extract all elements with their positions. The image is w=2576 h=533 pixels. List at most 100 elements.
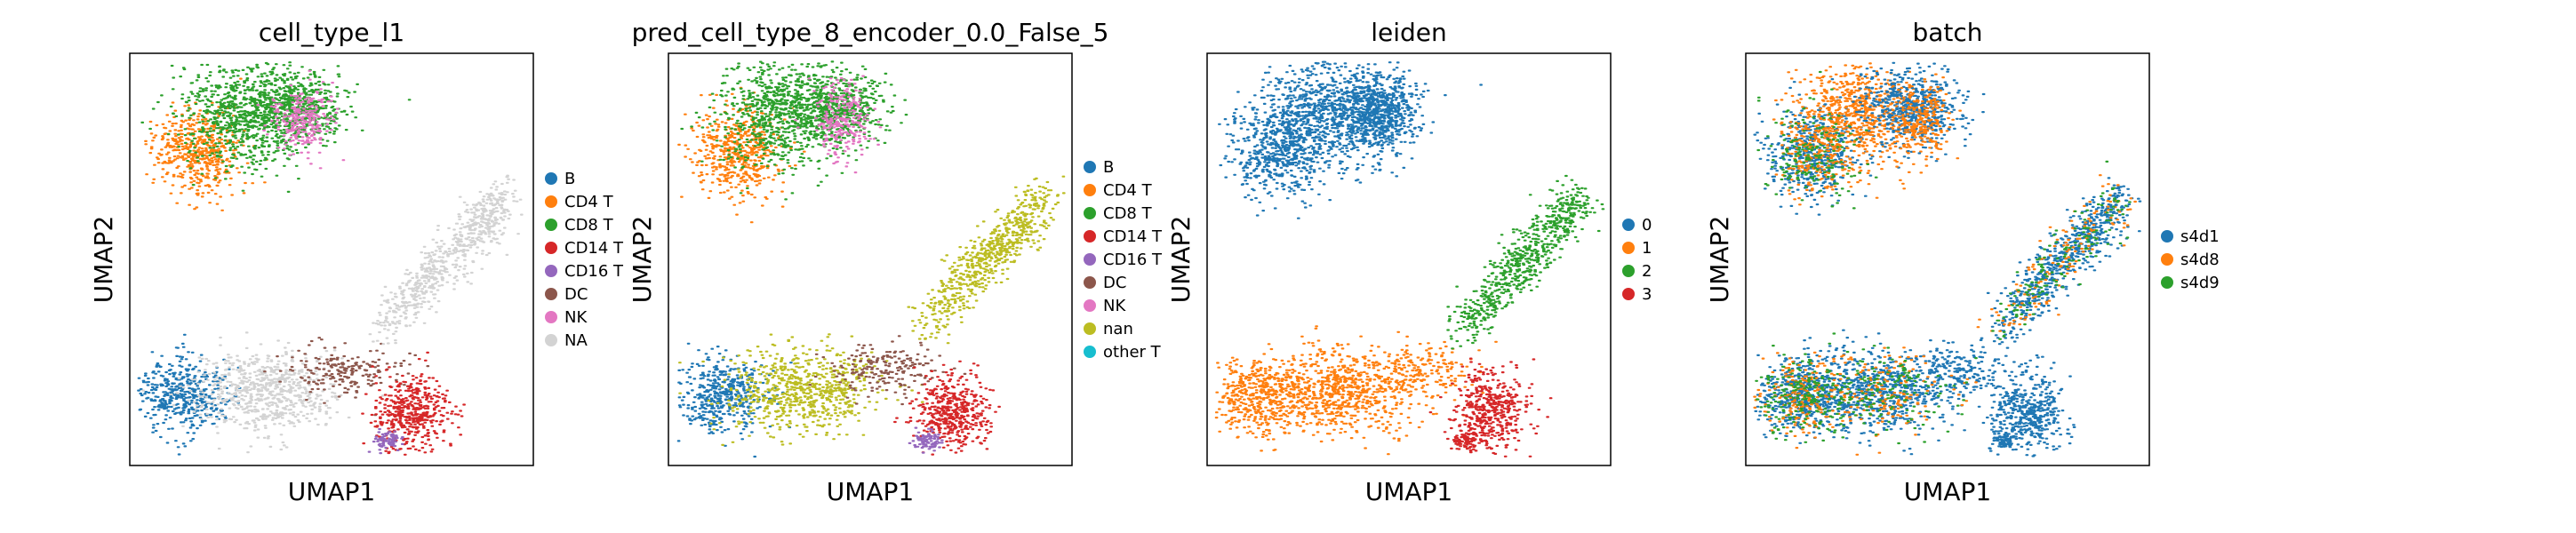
point-cloud-purple <box>908 426 944 454</box>
legend-label: CD4 T <box>564 193 614 211</box>
panel-title: cell_type_l1 <box>259 18 404 47</box>
scatter-points <box>676 60 1066 458</box>
legend-label: B <box>564 170 575 188</box>
legend-label: B <box>1103 158 1114 177</box>
point-cloud-bigRed <box>1963 355 2076 457</box>
panel-batch: batch UMAP1 UMAP2 s4d1 s4d8 s4d9 <box>1705 18 2220 506</box>
point-cloud-branch <box>1446 174 1605 350</box>
point-cloud-botMid <box>141 331 395 454</box>
legend-label: CD14 T <box>564 239 624 258</box>
legend-label: s4d9 <box>2180 274 2220 292</box>
legend-label: DC <box>564 285 588 304</box>
legend-marker <box>1084 276 1096 289</box>
legend-label: NK <box>1103 297 1126 315</box>
point-cloud-purple <box>367 427 404 455</box>
plot-frame <box>668 52 1073 466</box>
legend-marker <box>2161 276 2173 289</box>
point-cloud-topPink <box>256 69 346 170</box>
point-cloud-bridge <box>1346 330 1498 403</box>
point-cloud-purple <box>1445 429 1488 452</box>
plot-frame <box>129 52 534 466</box>
legend-label: 2 <box>1642 262 1652 281</box>
legend-marker <box>545 172 557 185</box>
legend-marker <box>1084 184 1096 196</box>
legend-label: CD16 T <box>564 262 624 281</box>
y-axis-label: UMAP2 <box>89 216 118 304</box>
legend-label: NK <box>564 308 588 327</box>
point-cloud-mixed <box>1755 345 1865 443</box>
legend-label: nan <box>1103 320 1133 338</box>
plot-frame <box>1206 52 1612 466</box>
plot-frame <box>1745 52 2150 466</box>
point-cloud-topPink <box>1884 73 1962 174</box>
legend-marker <box>1084 346 1096 358</box>
panel-title: batch <box>1912 18 1982 47</box>
legend-label: CD8 T <box>1103 204 1153 223</box>
point-cloud-botLeft <box>137 333 242 456</box>
legend-marker <box>545 265 557 277</box>
legend-marker <box>545 288 557 300</box>
legend-label: CD16 T <box>1103 251 1163 269</box>
legend-marker <box>1622 242 1635 254</box>
point-cloud-mixed <box>1991 160 2132 340</box>
point-cloud-purple <box>1988 426 2029 452</box>
x-axis-label: UMAP1 <box>827 477 915 506</box>
legend-label: CD4 T <box>1103 181 1153 200</box>
x-axis-label: UMAP1 <box>1365 477 1453 506</box>
legend-marker <box>545 242 557 254</box>
legend: s4d1 s4d8 s4d9 <box>2161 227 2220 292</box>
legend-marker <box>1622 265 1635 277</box>
legend-label: 0 <box>1642 216 1652 235</box>
point-cloud-botMid <box>1217 325 1466 456</box>
legend-marker <box>1084 161 1096 173</box>
scatter-points <box>1214 60 1605 457</box>
legend-marker <box>1084 299 1096 312</box>
legend-label: CD14 T <box>1103 227 1163 246</box>
panel-leiden: leiden UMAP1 UMAP2 0 1 2 3 <box>1166 18 1652 506</box>
legend-marker <box>1622 288 1635 300</box>
point-cloud-botLeft <box>676 342 793 458</box>
legend: B CD4 T CD8 T CD14 T CD16 T DC NK NA <box>545 170 624 350</box>
point-cloud-topRight <box>1297 61 1483 174</box>
legend-marker <box>545 219 557 231</box>
panel-cell-type-l1: cell_type_l1 UMAP1 UMAP2 B CD4 T CD8 T CD14… <box>89 18 624 506</box>
x-axis-label: UMAP1 <box>288 477 376 506</box>
point-cloud-mixed <box>1756 70 1878 210</box>
y-axis-label: UMAP2 <box>1166 216 1196 304</box>
legend-marker <box>1084 207 1096 219</box>
legend-label: s4d8 <box>2180 251 2220 269</box>
x-axis-label: UMAP1 <box>1904 477 1992 506</box>
point-cloud-branch <box>907 175 1066 345</box>
point-cloud-topMid <box>680 60 863 201</box>
legend-marker <box>2161 230 2173 243</box>
point-cloud-mixed <box>1796 332 1978 445</box>
point-cloud-bridge <box>263 337 430 417</box>
point-cloud-bridge <box>1878 337 2044 403</box>
point-cloud-topPink <box>1338 75 1425 178</box>
legend-marker <box>545 195 557 208</box>
legend-label: s4d1 <box>2180 227 2220 246</box>
legend-marker <box>1084 253 1096 266</box>
y-axis-label: UMAP2 <box>628 216 657 304</box>
legend-marker <box>1622 219 1635 231</box>
point-cloud-bigRed <box>361 351 466 456</box>
legend-label: DC <box>1103 274 1126 292</box>
point-cloud-bigRed <box>1428 357 1553 457</box>
legend-label: other T <box>1103 343 1162 362</box>
point-cloud-topMid <box>140 61 332 193</box>
point-cloud-topRight <box>204 61 412 160</box>
panel-pred-cell-type: pred_cell_type_8_encoder_0.0_False_5 UMA… <box>628 18 1163 506</box>
point-cloud-bridge <box>808 335 967 406</box>
legend-label: 1 <box>1642 239 1652 258</box>
legend-marker <box>1084 230 1096 243</box>
panel-title: pred_cell_type_8_encoder_0.0_False_5 <box>632 18 1109 47</box>
legend-marker <box>2161 253 2173 266</box>
point-cloud-topPink <box>794 75 883 174</box>
legend-label: NA <box>564 331 588 350</box>
panel-title: leiden <box>1371 18 1447 47</box>
legend: B CD4 T CD8 T CD14 T CD16 T DC NK nan other T <box>1084 158 1163 362</box>
legend-marker <box>545 311 557 323</box>
legend-marker <box>545 334 557 346</box>
legend-label: CD8 T <box>564 216 614 235</box>
